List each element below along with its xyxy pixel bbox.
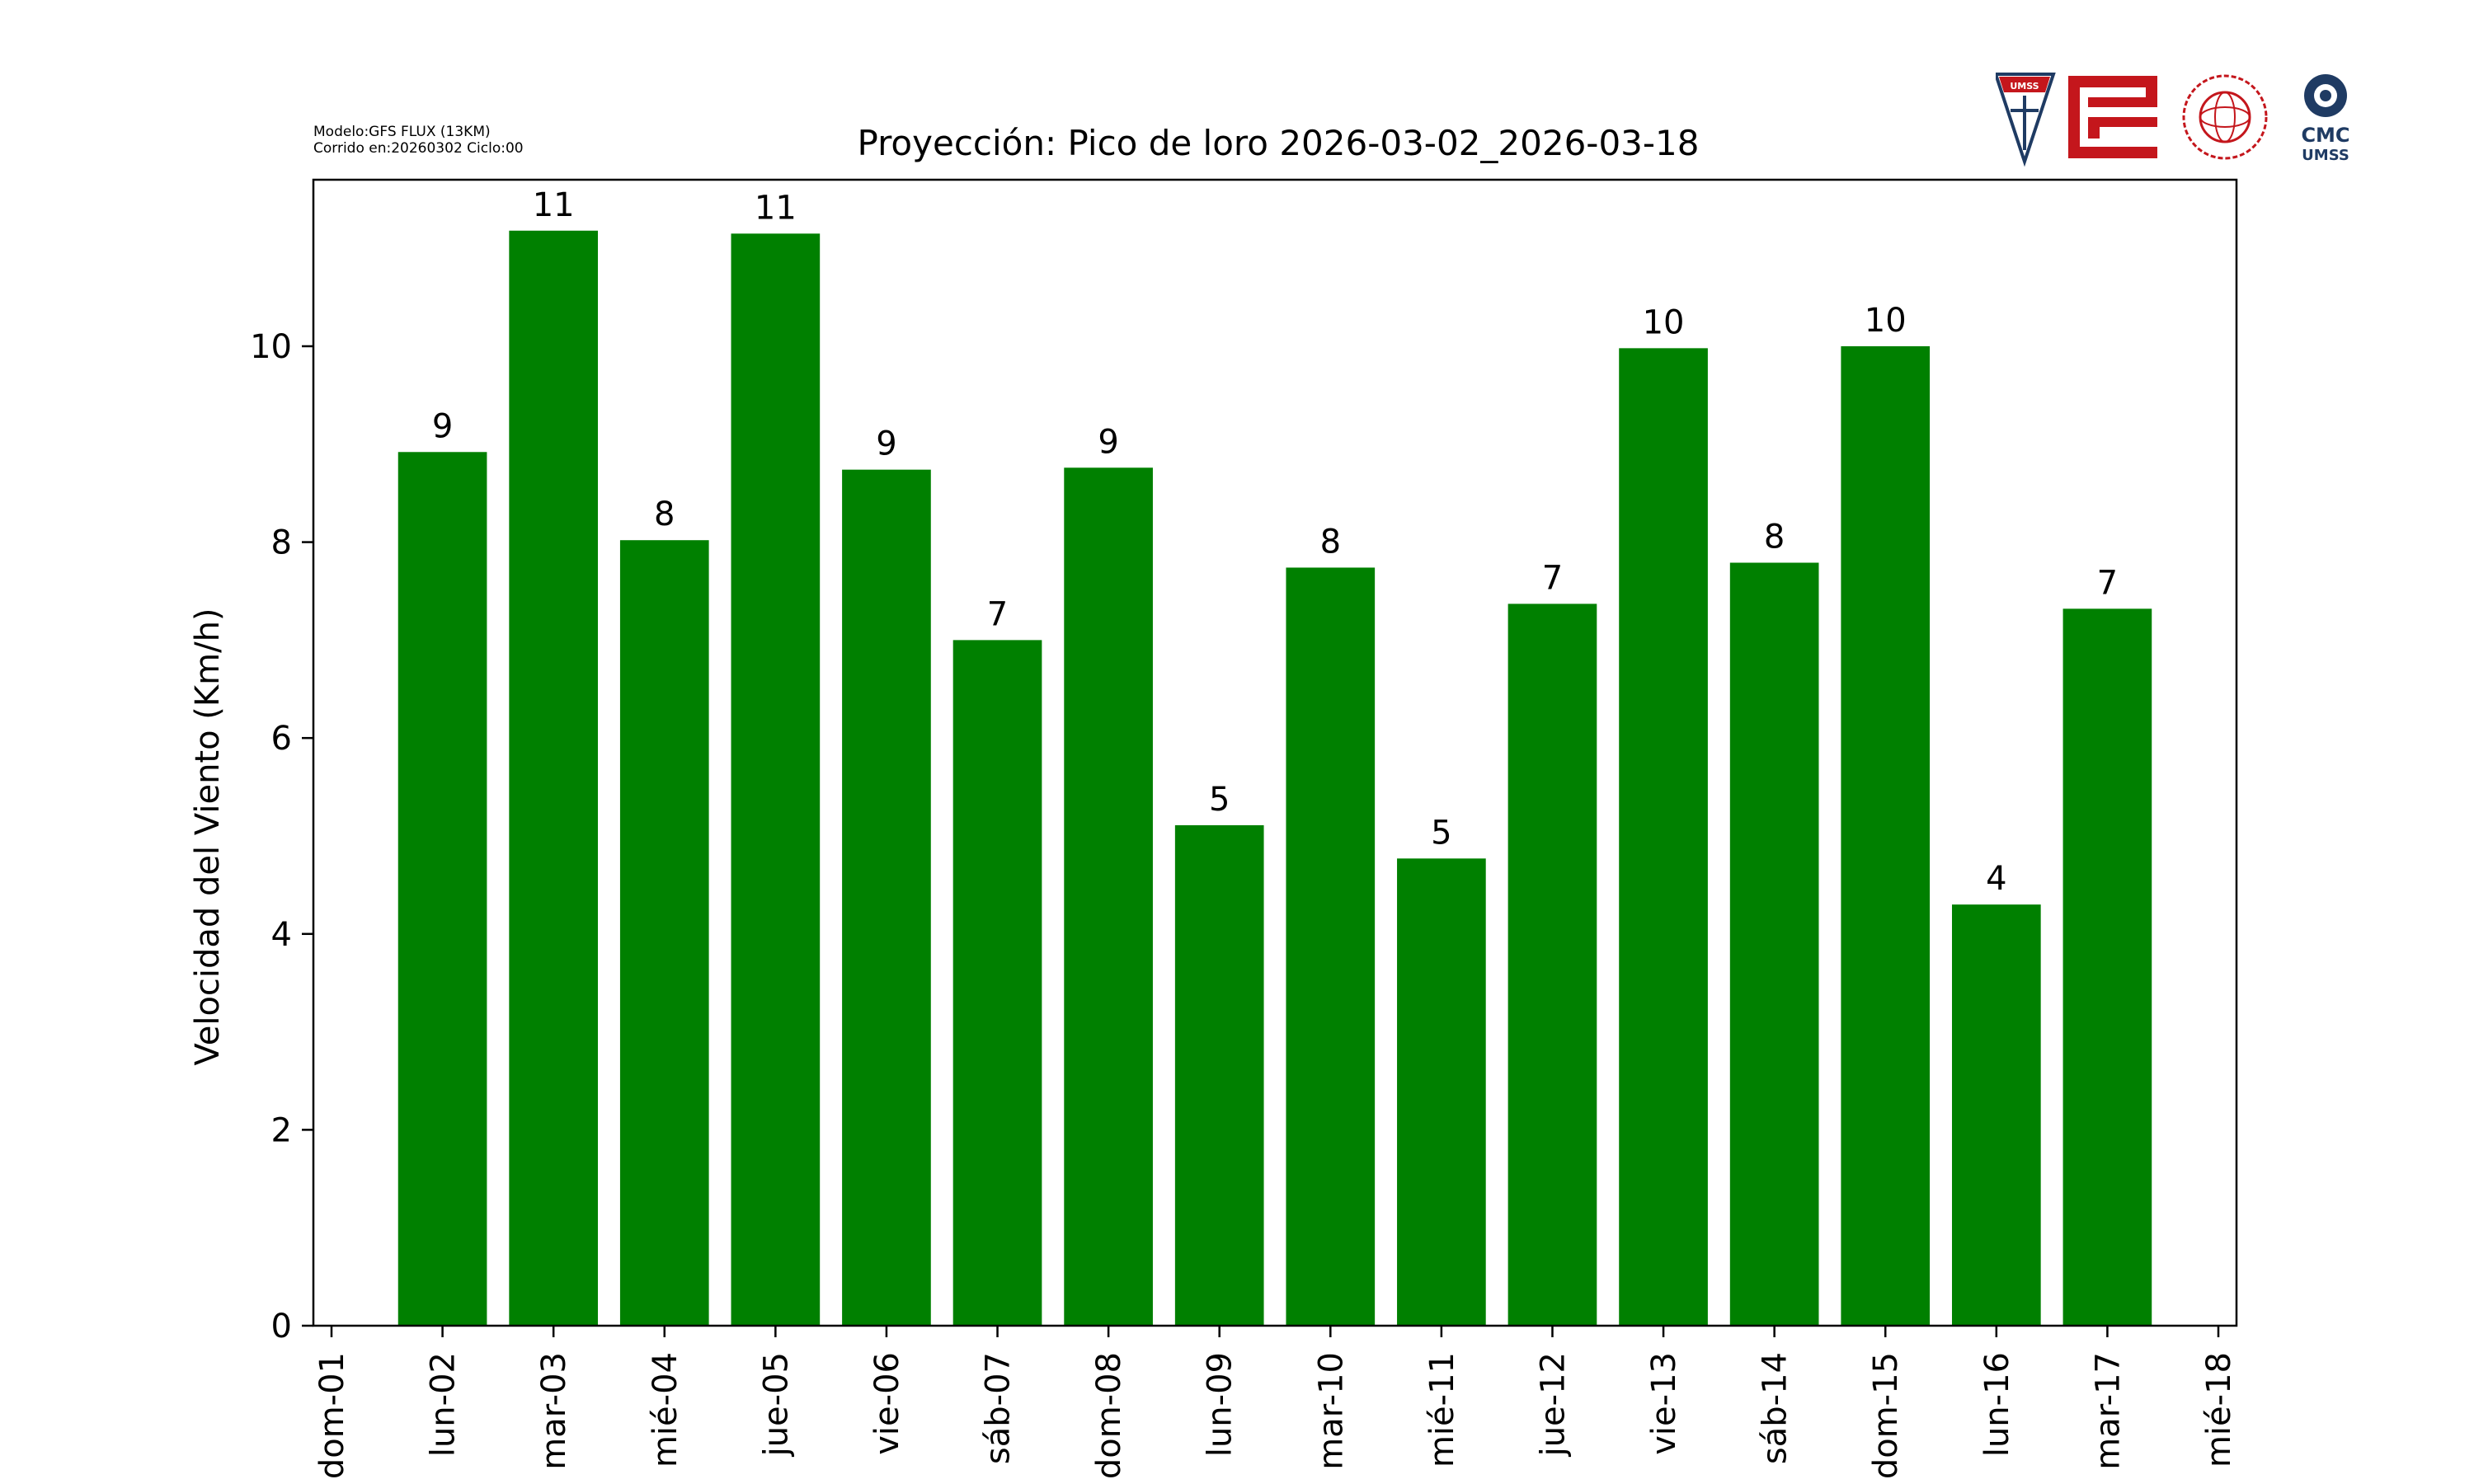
department-seal-logo	[2182, 74, 2268, 160]
cmc-umss-logo: CMC UMSS	[2301, 74, 2350, 164]
umss-shield-logo: UMSS	[1996, 73, 2056, 167]
data-label-vie-13: 10	[1643, 303, 1685, 341]
x-tick-label: vie-13	[1645, 1352, 1683, 1455]
x-tick-label: dom-08	[1090, 1352, 1128, 1479]
bar-mié-04	[619, 540, 709, 1326]
y-tick-label: 8	[271, 524, 292, 562]
y-tick-label: 10	[250, 328, 292, 366]
data-label-mar-10: 8	[1320, 523, 1341, 561]
data-label-sáb-14: 8	[1764, 519, 1785, 556]
x-tick-label: vie-06	[868, 1352, 906, 1455]
x-ticks-layer: dom-01 lun-02 mar-03 mié-04 jue-05 vie-06 sáb-…	[313, 1326, 2238, 1479]
y-tick-label: 4	[271, 916, 292, 954]
x-tick-label: mar-17	[2089, 1352, 2127, 1470]
svg-text:CMC: CMC	[2301, 124, 2349, 147]
data-label-dom-15: 10	[1865, 302, 1907, 340]
x-tick-label: jue-12	[1534, 1352, 1572, 1457]
chart-title: Proyección: Pico de loro 2026-03-02_2026…	[858, 123, 1700, 163]
x-tick-label: dom-15	[1867, 1352, 1905, 1479]
svg-text:UMSS: UMSS	[2302, 147, 2349, 164]
run-info: Corrido en:20260302 Ciclo:00	[313, 140, 524, 157]
y-tick-label: 6	[271, 720, 292, 758]
bar-sáb-07	[952, 640, 1042, 1326]
bar-lun-16	[1951, 904, 2041, 1326]
data-label-dom-08: 9	[1098, 423, 1118, 461]
x-tick-label: mié-11	[1423, 1352, 1461, 1468]
data-label-jue-05: 11	[755, 189, 797, 227]
x-tick-label: mar-03	[535, 1352, 573, 1470]
bars-layer	[397, 230, 2152, 1327]
x-tick-label: mar-10	[1312, 1352, 1350, 1470]
bar-lun-09	[1174, 824, 1264, 1326]
bar-lun-02	[397, 452, 487, 1327]
bar-dom-08	[1064, 467, 1153, 1327]
data-label-lun-02: 9	[432, 407, 453, 445]
x-tick-label: lun-16	[1978, 1352, 2016, 1457]
bar-mié-11	[1397, 858, 1486, 1326]
data-label-mié-11: 5	[1431, 814, 1451, 852]
data-label-lun-09: 5	[1209, 781, 1230, 819]
x-tick-label: sáb-07	[980, 1352, 1018, 1464]
data-label-mar-17: 7	[2097, 564, 2118, 602]
x-tick-label: mié-18	[2200, 1352, 2238, 1468]
y-ticks-layer: 0 2 4 6 8 10	[250, 328, 313, 1345]
bar-jue-12	[1507, 603, 1597, 1326]
x-tick-label: sáb-14	[1757, 1352, 1794, 1464]
data-label-sáb-07: 7	[987, 595, 1008, 633]
data-label-vie-06: 9	[876, 425, 896, 463]
x-tick-label: dom-01	[313, 1352, 351, 1479]
bar-dom-15	[1841, 345, 1931, 1326]
bar-mar-17	[2062, 608, 2152, 1326]
bar-sáb-14	[1729, 562, 1819, 1326]
x-tick-label: lun-09	[1202, 1352, 1239, 1457]
data-label-mar-03: 11	[533, 186, 575, 224]
x-tick-label: mié-04	[647, 1352, 684, 1468]
plot-area-frame	[312, 178, 2238, 1327]
x-tick-label: jue-05	[757, 1352, 795, 1457]
faculty-red-logo	[2068, 76, 2157, 158]
bar-mar-03	[509, 230, 599, 1326]
bar-vie-06	[842, 469, 931, 1326]
svg-text:UMSS: UMSS	[2010, 81, 2039, 92]
bar-vie-13	[1619, 348, 1708, 1326]
x-tick-label: lun-02	[425, 1352, 463, 1457]
institution-logos: UMSS CMC UMSS	[1996, 73, 2350, 167]
y-tick-label: 0	[271, 1308, 292, 1345]
data-label-lun-16: 4	[1986, 860, 2006, 898]
bar-mar-10	[1286, 567, 1376, 1326]
data-label-mié-04: 8	[654, 495, 675, 533]
model-info: Modelo:GFS FLUX (13KM)	[313, 124, 491, 140]
y-tick-label: 2	[271, 1111, 292, 1149]
data-labels-layer: 9 11 8 11 9 7 9 5 8 5 7 10 8 10 4 7	[432, 186, 2118, 898]
y-axis-label: Velocidad del Viento (Km/h)	[189, 608, 227, 1065]
bar-jue-05	[731, 233, 821, 1326]
data-label-jue-12: 7	[1542, 559, 1563, 597]
